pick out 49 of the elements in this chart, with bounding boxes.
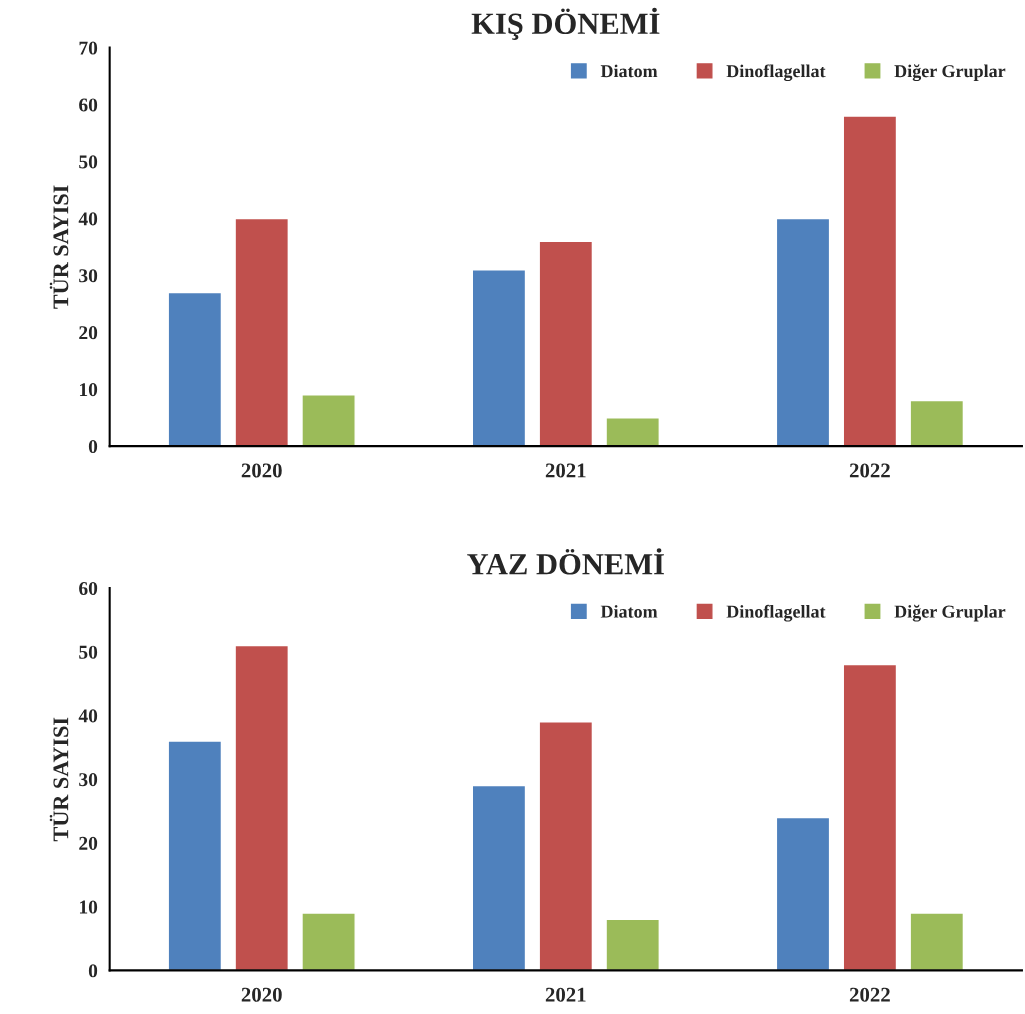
y-tick-label: 20: [79, 836, 98, 850]
bar: [234, 644, 290, 971]
y-axis-title: TÜR SAYISI: [49, 717, 69, 842]
bar: [909, 399, 965, 447]
legend-label: Diğer Gruplar: [894, 604, 1006, 622]
y-tick-label: 40: [78, 709, 98, 723]
bar: [605, 417, 661, 447]
legend-label: Diatom: [600, 64, 658, 78]
y-tick-label: 10: [79, 383, 98, 397]
x-tick-label: 2020: [241, 987, 282, 1002]
x-tick-label: 2021: [545, 987, 586, 1002]
x-tick-label: 2022: [849, 463, 890, 478]
y-tick-label: 50: [79, 645, 98, 659]
bar: [605, 918, 661, 971]
legend-label: Diatom: [600, 605, 658, 618]
legend-label: Dinoflagellat: [726, 604, 826, 622]
legend-label: Dinoflagellat: [726, 64, 826, 82]
y-tick-label: 60: [79, 581, 98, 596]
y-tick-label: 60: [79, 98, 98, 112]
bar: [471, 268, 527, 447]
bar: [167, 740, 223, 971]
bar: [538, 240, 594, 447]
bar: [775, 816, 831, 971]
bar: [842, 663, 898, 971]
x-tick-label: 2020: [241, 463, 282, 478]
y-tick-label: 0: [88, 964, 98, 978]
y-tick-label: 20: [79, 326, 98, 340]
bar: [471, 784, 527, 971]
y-axis-title: TÜR SAYISI: [49, 185, 69, 309]
bar: [538, 721, 594, 971]
chart-title: YAZ DÖNEMİ: [467, 548, 664, 575]
bar: [234, 217, 290, 447]
legend-label: Diğer Gruplar: [894, 64, 1006, 82]
bar: [775, 217, 831, 447]
x-tick-label: 2022: [849, 987, 890, 1002]
y-tick-label: 30: [79, 269, 98, 283]
bar: [301, 394, 356, 447]
y-tick-label: 70: [79, 41, 98, 55]
x-tick-label: 2021: [545, 463, 586, 478]
bar: [842, 115, 898, 447]
y-tick-label: 30: [79, 773, 98, 787]
bar: [909, 912, 965, 971]
bar: [167, 291, 223, 447]
y-tick-label: 10: [79, 900, 98, 914]
bar: [301, 912, 356, 971]
chart-title: KIŞ DÖNEMİ: [471, 7, 660, 41]
y-tick-label: 0: [88, 439, 98, 454]
y-tick-label: 40: [78, 212, 98, 226]
y-tick-label: 50: [79, 155, 98, 169]
